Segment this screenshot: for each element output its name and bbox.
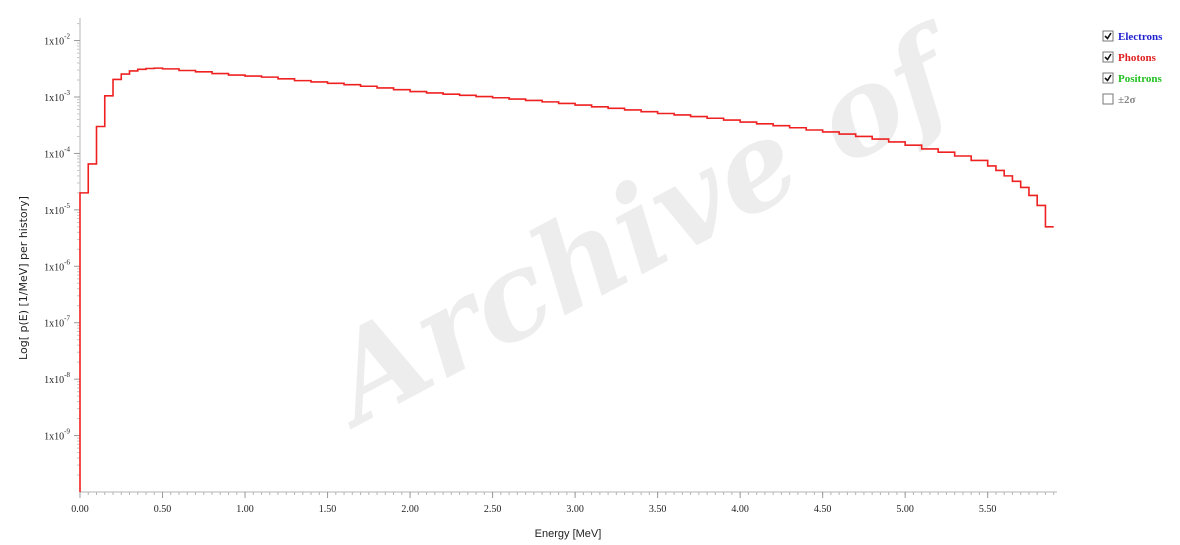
y-tick-label: 1x10-9 — [44, 428, 70, 443]
y-tick-exponent: -6 — [64, 258, 70, 266]
series-layer — [79, 67, 1054, 492]
legend-checkbox[interactable] — [1102, 93, 1114, 105]
x-tick-label: 1.00 — [236, 504, 254, 515]
y-tick-exponent: -9 — [64, 428, 70, 436]
y-tick-label: 1x10-7 — [44, 315, 70, 330]
x-tick-label: 5.50 — [979, 504, 997, 515]
legend-label: Positrons — [1118, 73, 1163, 85]
x-tick-label: 2.00 — [401, 504, 419, 515]
checkmark-icon — [1104, 74, 1112, 82]
y-tick-label: 1x10-8 — [44, 371, 70, 386]
legend-label: Photons — [1118, 52, 1157, 64]
y-tick-label: 1x10-5 — [44, 202, 70, 217]
x-axis-label: Energy [MeV] — [535, 528, 602, 540]
y-tick-label: 1x10-2 — [44, 33, 70, 48]
legend-item-0[interactable]: Electrons — [1102, 30, 1163, 43]
y-axis-label: Log[ p(E) [1/MeV] per history] — [17, 196, 30, 360]
y-tick-exponent: -4 — [64, 145, 70, 153]
x-tick-label: 1.50 — [319, 504, 337, 515]
legend: Electrons Photons Positrons ±2σ — [1102, 30, 1163, 106]
x-tick-label: 0.50 — [154, 504, 172, 515]
y-tick-exponent: -2 — [64, 33, 70, 41]
x-tick-label: 0.00 — [71, 504, 89, 515]
x-tick-label: 5.00 — [896, 504, 914, 515]
legend-checkbox[interactable] — [1102, 30, 1114, 42]
x-tick-label: 2.50 — [484, 504, 502, 515]
legend-checkbox[interactable] — [1102, 72, 1114, 84]
y-tick-exponent: -7 — [64, 315, 70, 323]
y-tick-label: 1x10-3 — [44, 89, 70, 104]
y-tick-label: 1x10-4 — [44, 145, 70, 160]
legend-checkbox[interactable] — [1102, 51, 1114, 63]
watermark-text: Archive of — [297, 0, 989, 455]
series-line-photons — [79, 67, 1054, 492]
y-tick-exponent: -5 — [64, 202, 70, 210]
y-tick-exponent: -8 — [64, 371, 70, 379]
x-tick-label: 3.50 — [649, 504, 667, 515]
legend-item-2[interactable]: Positrons — [1102, 72, 1163, 85]
legend-label: Electrons — [1118, 31, 1163, 43]
x-tick-label: 4.00 — [731, 504, 749, 515]
y-tick-exponent: -3 — [64, 89, 70, 97]
legend-item-1[interactable]: Photons — [1102, 51, 1157, 64]
x-tick-label: 3.00 — [566, 504, 584, 515]
x-tick-label: 4.50 — [814, 504, 832, 515]
legend-item-3[interactable]: ±2σ — [1102, 93, 1136, 106]
y-tick-label: 1x10-6 — [44, 258, 70, 273]
checkmark-icon — [1104, 32, 1112, 40]
checkmark-icon — [1104, 53, 1112, 61]
legend-label: ±2σ — [1118, 94, 1136, 106]
